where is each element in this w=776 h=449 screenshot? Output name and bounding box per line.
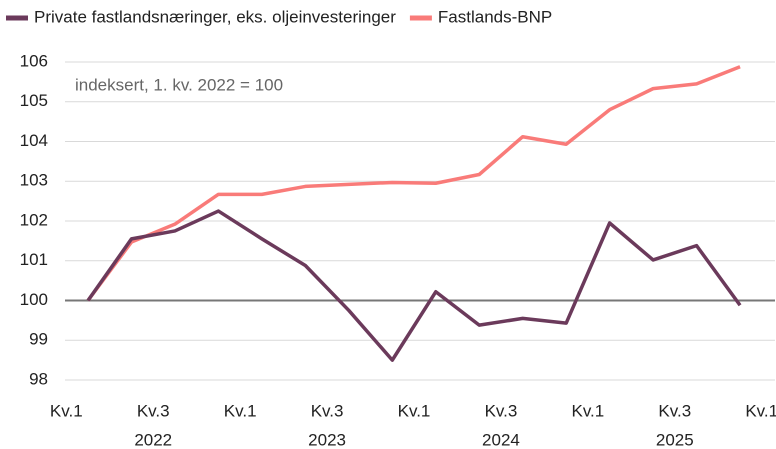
series-line — [86, 209, 742, 362]
y-tick-label: 106 — [20, 51, 48, 70]
y-tick-label: 100 — [20, 290, 48, 309]
y-tick-label: 103 — [20, 171, 48, 190]
y-tick-label: 101 — [20, 250, 48, 269]
year-label: 2022 — [134, 430, 172, 449]
x-tick-label: Kv.1 — [224, 401, 257, 420]
x-tick-label: Kv.3 — [311, 401, 344, 420]
y-tick-label: 105 — [20, 91, 48, 110]
year-label: 2024 — [482, 430, 520, 449]
x-tick-label: Kv.1 — [50, 401, 83, 420]
x-tick-label: Kv.1 — [571, 401, 604, 420]
y-tick-label: 98 — [29, 369, 48, 388]
x-tick-label: Kv.3 — [485, 401, 518, 420]
annotation: indeksert, 1. kv. 2022 = 100 — [75, 75, 283, 94]
x-tick-label: Kv.1 — [398, 401, 431, 420]
legend-label: Private fastlandsnæringer, eks. oljeinve… — [34, 7, 396, 26]
year-label: 2023 — [308, 430, 346, 449]
x-tick-label: Kv.1 — [745, 401, 776, 420]
x-tick-label: Kv.3 — [658, 401, 691, 420]
y-tick-label: 104 — [20, 131, 48, 150]
y-tick-label: 99 — [29, 330, 48, 349]
x-tick-label: Kv.3 — [137, 401, 170, 420]
legend-label: Fastlands-BNP — [438, 7, 552, 26]
y-tick-label: 102 — [20, 210, 48, 229]
series-line — [86, 65, 741, 302]
year-label: 2025 — [656, 430, 694, 449]
